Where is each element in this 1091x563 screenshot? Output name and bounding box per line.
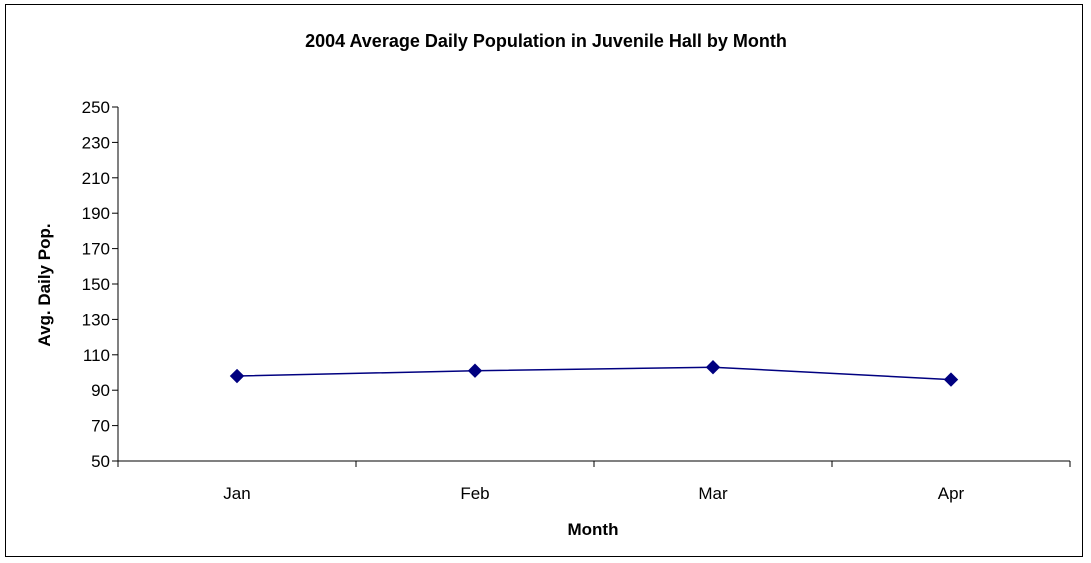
y-tick-label: 250 [82, 98, 110, 117]
data-point-marker [705, 359, 721, 375]
axes [117, 107, 1070, 462]
y-axis-title: Avg. Daily Pop. [35, 223, 54, 346]
x-tick-label: Mar [698, 484, 728, 503]
x-axis-ticks: Jan Feb Mar Apr [117, 461, 1071, 503]
x-tick-label: Feb [460, 484, 489, 503]
series-line [236, 366, 952, 381]
chart-title: 2004 Average Daily Population in Juvenil… [305, 31, 787, 51]
y-tick-label: 170 [82, 240, 110, 259]
y-tick-label: 70 [91, 417, 110, 436]
y-axis-ticks: 50 70 90 110 130 150 170 190 210 230 250 [82, 98, 118, 471]
x-tick-label: Apr [938, 484, 965, 503]
y-tick-label: 110 [83, 346, 110, 365]
data-point-marker [229, 368, 245, 384]
data-point-marker [467, 363, 483, 378]
x-tick-label: Jan [223, 484, 250, 503]
y-tick-label: 150 [82, 275, 110, 294]
series-group [229, 359, 959, 387]
data-point-marker [943, 372, 959, 387]
y-tick-label: 90 [91, 381, 110, 400]
y-tick-label: 190 [82, 204, 110, 223]
y-tick-label: 210 [82, 169, 110, 188]
chart-frame [5, 4, 1083, 557]
y-tick-label: 230 [82, 133, 110, 152]
x-axis-title: Month [568, 520, 619, 539]
y-tick-label: 50 [91, 452, 110, 471]
y-tick-label: 130 [82, 310, 110, 329]
